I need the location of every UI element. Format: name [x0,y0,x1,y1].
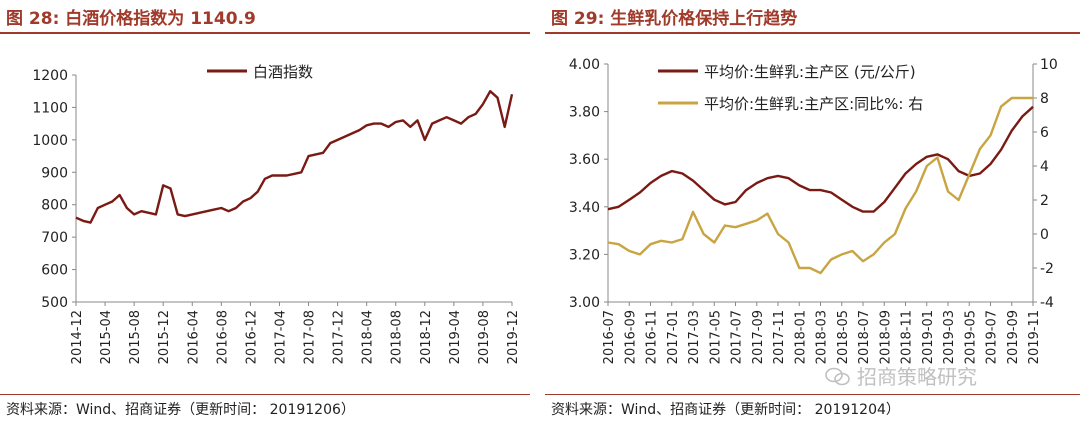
x-tick-label: 2018-03 [815,310,830,364]
x-tick-label: 2016-04 [186,310,201,364]
x-tick-label: 2018-01 [793,310,808,364]
y-tick-label: 900 [41,165,68,181]
x-tick-label: 2017-07 [730,310,745,364]
x-tick-label: 2019-09 [1006,310,1021,364]
x-tick-label: 2017-11 [772,310,787,364]
left-figure: 图 28: 白酒价格指数为 1140.9 500 600 700 800 900 1000… [0,0,530,423]
x-tick-label: 2018-08 [390,310,405,364]
right-figure: 图 29: 生鲜乳价格保持上行趋势 3.00 3.20 3.40 3.60 3.80 4.… [545,0,1080,423]
watermark-text: 招商策略研究 [857,365,977,389]
legend-label-1: 白酒指数 [253,63,313,81]
x-tick-label: 2016-11 [645,310,660,364]
x-tick-label: 2019-12 [506,310,521,364]
y2-tick-label: 10 [1040,57,1058,73]
x-tick-label: 2018-05 [836,310,851,364]
y2-tick-label: 6 [1040,125,1049,141]
y-tick-label: 1000 [32,133,68,149]
y-tick-label: 800 [41,198,68,214]
right-source-rule [545,394,1080,395]
x-tick-label: 2019-01 [921,310,936,364]
y2-tick-label: 2 [1040,193,1049,209]
left-title-rule [0,32,530,34]
x-tick-label: 2017-08 [303,310,318,364]
y2-tick-label: 4 [1040,159,1049,175]
x-tick-label: 2018-09 [878,310,893,364]
y2-tick-label: -2 [1040,261,1054,277]
y2-tick-label: 8 [1040,91,1049,107]
x-tick-label: 2019-07 [985,310,1000,364]
y2-tick-label: -4 [1040,295,1054,311]
x-tick-label: 2014-12 [70,310,85,364]
x-tick-label: 2018-07 [857,310,872,364]
y2-tick-label: 0 [1040,227,1049,243]
left-source-note: 资料来源：Wind、招商证券（更新时间： 20191206） [6,402,355,418]
right-source-note: 资料来源：Wind、招商证券（更新时间： 20191204） [551,402,900,418]
x-tick-label: 2015-04 [99,310,114,364]
y-tick-label: 4.00 [569,57,600,73]
x-tick-label: 2019-05 [963,310,978,364]
y-tick-label: 3.00 [569,295,600,311]
x-tick-label: 2018-12 [419,310,434,364]
right-figure-title: 图 29: 生鲜乳价格保持上行趋势 [551,9,798,29]
baijiu-index-chart: 500 600 700 800 900 1000 1100 1200 2014-12 2015-0… [32,63,521,364]
x-tick-label: 2019-04 [448,310,463,364]
x-tick-label: 2017-09 [751,310,766,364]
y-tick-label: 500 [41,295,68,311]
x-tick-label: 2017-01 [666,310,681,364]
x-tick-label: 2016-09 [623,310,638,364]
y-tick-label: 1200 [32,68,68,84]
series-line-2 [607,96,1033,275]
x-tick-label: 2016-07 [602,310,617,364]
x-tick-label: 2017-03 [687,310,702,364]
legend-label-2: 平均价:生鲜乳:主产区:同比%: 右 [704,95,923,113]
y-tick-label: 1100 [32,100,68,116]
x-tick-label: 2015-08 [128,310,143,364]
x-tick-label: 2017-04 [273,310,288,364]
x-tick-label: 2019-03 [942,310,957,364]
x-tick-label: 2016-12 [244,310,259,364]
x-tick-label: 2018-11 [900,310,915,364]
raw-milk-price-chart: 3.00 3.20 3.40 3.60 3.80 4.00 -4 -2 0 2 4 6 8 10 2016-… [569,57,1058,364]
series-line-1 [75,89,514,224]
x-tick-label: 2017-12 [332,310,347,364]
x-tick-label: 2015-12 [157,310,172,364]
wechat-icon [825,367,850,386]
y-tick-label: 3.60 [569,152,600,168]
x-tick-label: 2019-11 [1027,310,1042,364]
y-tick-label: 700 [41,230,68,246]
x-tick-label: 2016-08 [215,310,230,364]
y-tick-label: 3.40 [569,200,600,216]
series-line-1 [607,105,1034,213]
left-source-rule [0,394,530,395]
left-figure-title: 图 28: 白酒价格指数为 1140.9 [6,9,256,29]
x-tick-label: 2017-05 [708,310,723,364]
x-tick-label: 2019-08 [477,310,492,364]
legend-label-1: 平均价:生鲜乳:主产区 (元/公斤) [704,63,916,81]
right-title-rule [545,32,1080,34]
y-tick-label: 3.20 [569,247,600,263]
y-tick-label: 3.80 [569,105,600,121]
x-tick-label: 2018-04 [361,310,376,364]
watermark: 招商策略研究 [825,361,977,390]
y-tick-label: 600 [41,263,68,279]
